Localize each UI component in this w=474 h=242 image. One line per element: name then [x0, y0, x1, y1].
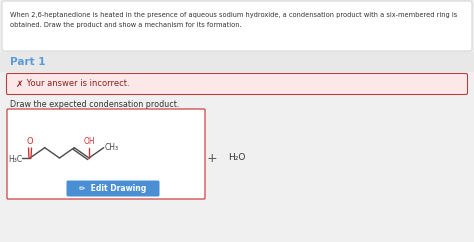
FancyBboxPatch shape — [66, 181, 159, 197]
Bar — [0, 52, 474, 72]
Text: Your answer is incorrect.: Your answer is incorrect. — [24, 80, 129, 89]
Text: ✏  Edit Drawing: ✏ Edit Drawing — [79, 184, 146, 193]
FancyBboxPatch shape — [7, 74, 467, 94]
Text: CH₃: CH₃ — [105, 143, 119, 152]
Text: OH: OH — [83, 137, 95, 146]
Text: ✗: ✗ — [16, 80, 24, 89]
Text: +: + — [207, 151, 217, 165]
FancyBboxPatch shape — [7, 109, 205, 199]
Text: obtained. Draw the product and show a mechanism for its formation.: obtained. Draw the product and show a me… — [10, 22, 242, 28]
Text: H₃C: H₃C — [8, 155, 22, 164]
Text: When 2,6-heptanedione is heated in the presence of aqueous sodium hydroxide, a c: When 2,6-heptanedione is heated in the p… — [10, 12, 457, 18]
Text: H₂O: H₂O — [228, 152, 246, 161]
Text: Draw the expected condensation product.: Draw the expected condensation product. — [10, 100, 179, 109]
Text: O: O — [27, 137, 33, 146]
FancyBboxPatch shape — [2, 1, 472, 51]
Text: Part 1: Part 1 — [10, 57, 46, 67]
